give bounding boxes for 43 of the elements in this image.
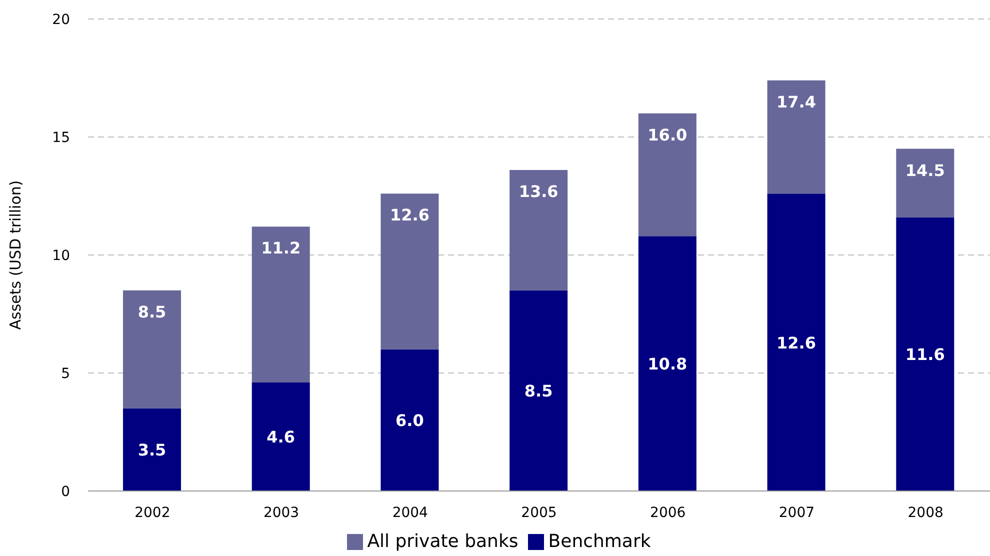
y-tick-label: 10 xyxy=(52,248,70,264)
data-label: 6.0 xyxy=(396,411,424,430)
x-tick-label: 2004 xyxy=(392,504,428,521)
bar xyxy=(767,194,826,491)
total-label: 14.5 xyxy=(905,160,945,180)
bar xyxy=(380,194,439,350)
x-tick-label: 2003 xyxy=(263,504,300,521)
x-tick-label: 2005 xyxy=(521,504,557,521)
bar xyxy=(638,113,696,236)
data-label: 11.6 xyxy=(905,345,945,364)
bar xyxy=(510,170,568,290)
bar xyxy=(123,408,181,491)
x-tick-label: 2007 xyxy=(778,504,815,521)
legend-label: All private banks xyxy=(367,531,518,552)
x-tick-label: 2002 xyxy=(134,504,170,521)
total-label: 13.6 xyxy=(518,182,558,202)
data-label: 8.5 xyxy=(524,382,553,401)
bar xyxy=(767,80,826,194)
data-label: 10.8 xyxy=(648,354,688,374)
y-tick-label: 5 xyxy=(61,366,70,382)
y-tick-label: 0 xyxy=(61,484,70,500)
bar xyxy=(380,349,439,491)
y-tick-label: 20 xyxy=(52,12,70,28)
legend-label: Benchmark xyxy=(548,531,651,552)
total-label: 16.0 xyxy=(648,125,688,144)
bar xyxy=(252,382,310,491)
total-label: 8.5 xyxy=(138,302,166,322)
x-tick-label: 2006 xyxy=(650,504,686,521)
total-label: 11.2 xyxy=(261,238,301,258)
x-tick-label: 2008 xyxy=(908,504,944,521)
bar xyxy=(638,236,696,491)
y-axis-title: Assets (USD trillion) xyxy=(6,180,24,330)
total-label: 17.4 xyxy=(776,92,816,112)
bar xyxy=(123,290,181,408)
data-label: 12.6 xyxy=(776,333,816,352)
bar xyxy=(896,217,954,491)
bar xyxy=(896,148,954,218)
bar xyxy=(252,226,310,382)
data-label: 3.5 xyxy=(138,440,166,460)
total-label: 12.6 xyxy=(390,206,430,225)
data-label: 4.6 xyxy=(266,428,296,447)
bar xyxy=(510,290,568,491)
y-tick-label: 15 xyxy=(52,130,70,146)
